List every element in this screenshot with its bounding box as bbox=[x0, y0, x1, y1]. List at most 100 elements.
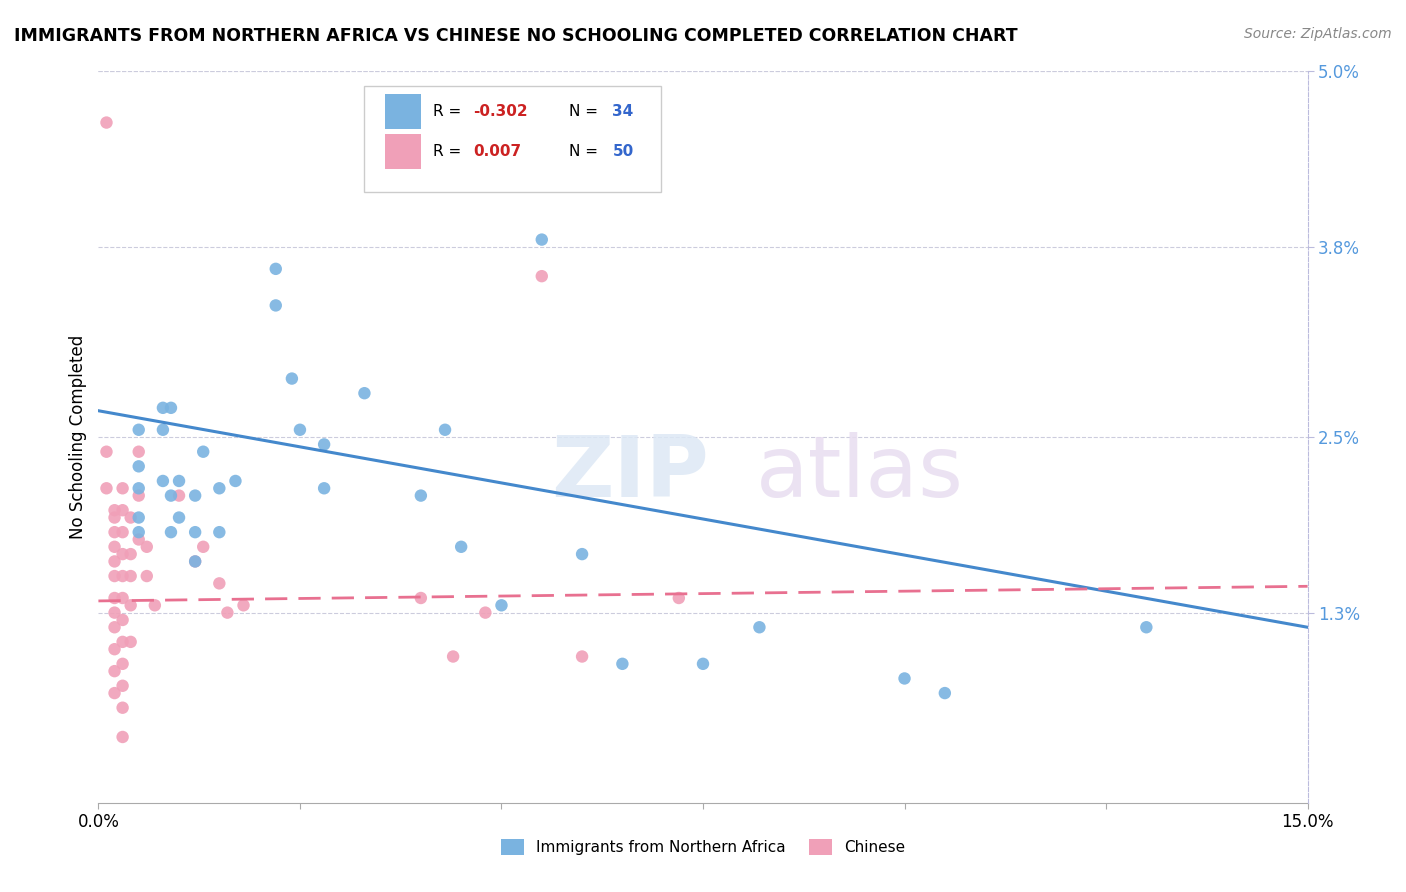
Point bbox=[135, 569, 157, 583]
Point bbox=[103, 591, 125, 605]
Point bbox=[111, 635, 134, 649]
Point bbox=[128, 533, 150, 547]
Text: ZIP: ZIP bbox=[551, 432, 709, 516]
Point bbox=[128, 481, 150, 495]
Text: atlas: atlas bbox=[756, 432, 965, 516]
Point bbox=[184, 554, 207, 568]
Point bbox=[103, 606, 125, 620]
Text: IMMIGRANTS FROM NORTHERN AFRICA VS CHINESE NO SCHOOLING COMPLETED CORRELATION CH: IMMIGRANTS FROM NORTHERN AFRICA VS CHINE… bbox=[14, 27, 1018, 45]
Point bbox=[409, 591, 432, 605]
Point bbox=[692, 657, 714, 671]
Point bbox=[224, 474, 246, 488]
Point bbox=[571, 547, 593, 561]
Point bbox=[103, 642, 125, 657]
Point bbox=[128, 459, 150, 474]
Point bbox=[1135, 620, 1157, 634]
Point bbox=[111, 730, 134, 744]
Point bbox=[152, 401, 174, 415]
Point bbox=[143, 599, 166, 613]
Text: 50: 50 bbox=[613, 145, 634, 160]
Point bbox=[668, 591, 690, 605]
Point bbox=[193, 540, 215, 554]
Point bbox=[111, 481, 134, 495]
Point bbox=[111, 700, 134, 714]
Point bbox=[103, 620, 125, 634]
Point bbox=[184, 554, 207, 568]
FancyBboxPatch shape bbox=[385, 94, 422, 129]
Point bbox=[111, 525, 134, 540]
Point bbox=[103, 525, 125, 540]
Point bbox=[160, 525, 183, 540]
FancyBboxPatch shape bbox=[364, 86, 661, 192]
Point bbox=[120, 599, 142, 613]
Point bbox=[434, 423, 457, 437]
Point bbox=[96, 115, 118, 129]
Text: R =: R = bbox=[433, 104, 467, 120]
Point bbox=[152, 423, 174, 437]
Point bbox=[208, 525, 231, 540]
Point bbox=[111, 679, 134, 693]
Text: 0.007: 0.007 bbox=[474, 145, 522, 160]
Point bbox=[530, 269, 553, 284]
Point bbox=[111, 569, 134, 583]
Point bbox=[314, 481, 336, 495]
Point bbox=[160, 489, 183, 503]
Point bbox=[748, 620, 770, 634]
Point bbox=[111, 613, 134, 627]
Point bbox=[103, 569, 125, 583]
Point bbox=[571, 649, 593, 664]
Point bbox=[128, 423, 150, 437]
Point bbox=[103, 554, 125, 568]
Point bbox=[288, 423, 311, 437]
Text: 34: 34 bbox=[613, 104, 634, 120]
Point bbox=[103, 664, 125, 678]
Point bbox=[111, 503, 134, 517]
Text: N =: N = bbox=[569, 145, 603, 160]
Legend: Immigrants from Northern Africa, Chinese: Immigrants from Northern Africa, Chinese bbox=[495, 833, 911, 861]
Point bbox=[281, 371, 304, 385]
Y-axis label: No Schooling Completed: No Schooling Completed bbox=[69, 335, 87, 539]
Point bbox=[217, 606, 239, 620]
Point bbox=[612, 657, 634, 671]
Point bbox=[120, 510, 142, 524]
Point bbox=[474, 606, 496, 620]
Point bbox=[111, 657, 134, 671]
Point bbox=[120, 547, 142, 561]
Text: N =: N = bbox=[569, 104, 603, 120]
Point bbox=[184, 489, 207, 503]
Point bbox=[111, 547, 134, 561]
Point bbox=[111, 591, 134, 605]
Point bbox=[167, 489, 190, 503]
Point bbox=[120, 569, 142, 583]
Point bbox=[314, 437, 336, 451]
Point bbox=[167, 474, 190, 488]
Point bbox=[893, 672, 915, 686]
Point bbox=[450, 540, 472, 554]
Point bbox=[128, 510, 150, 524]
Point bbox=[208, 481, 231, 495]
Point bbox=[96, 481, 118, 495]
Point bbox=[441, 649, 464, 664]
FancyBboxPatch shape bbox=[385, 135, 422, 169]
Point bbox=[128, 489, 150, 503]
Point bbox=[208, 576, 231, 591]
Text: Source: ZipAtlas.com: Source: ZipAtlas.com bbox=[1244, 27, 1392, 41]
Point bbox=[353, 386, 375, 401]
Point bbox=[934, 686, 956, 700]
Point bbox=[184, 525, 207, 540]
Point bbox=[103, 510, 125, 524]
Point bbox=[103, 503, 125, 517]
Point bbox=[264, 298, 287, 312]
Point bbox=[128, 444, 150, 458]
Point bbox=[491, 599, 513, 613]
Point bbox=[409, 489, 432, 503]
Text: -0.302: -0.302 bbox=[474, 104, 527, 120]
Point bbox=[530, 233, 553, 247]
Point bbox=[167, 510, 190, 524]
Point bbox=[193, 444, 215, 458]
Point bbox=[152, 474, 174, 488]
Point bbox=[120, 635, 142, 649]
Point bbox=[96, 444, 118, 458]
Point bbox=[103, 540, 125, 554]
Point bbox=[135, 540, 157, 554]
